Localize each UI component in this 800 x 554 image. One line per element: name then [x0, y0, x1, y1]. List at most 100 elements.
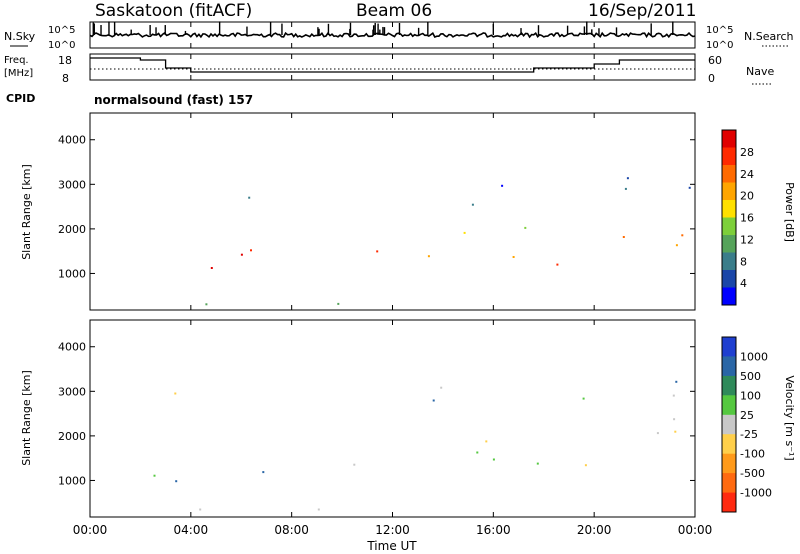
colorbar-segment [722, 434, 736, 455]
colorbar-tick: -25 [740, 428, 758, 441]
data-cell [584, 464, 587, 467]
data-cell [681, 234, 684, 237]
data-cell [624, 187, 627, 190]
colorbar-tick: -100 [740, 448, 765, 461]
colorbar-tick: 100 [740, 389, 761, 402]
cpid-value: normalsound (fast) 157 [94, 93, 253, 107]
beam-title: Beam 06 [356, 1, 432, 21]
colorbar-segment [722, 217, 736, 236]
y-tick-label: 2000 [58, 430, 86, 443]
data-cell [501, 184, 504, 187]
x-axis-label: Time UT [366, 539, 417, 553]
data-cell [440, 386, 443, 389]
y-tick-label: 2000 [58, 223, 86, 236]
data-cell [485, 440, 488, 443]
data-cell [250, 249, 252, 252]
data-cell [337, 302, 340, 305]
colorbar-segment [722, 356, 736, 377]
freq-left-label-2: [MHz] [4, 68, 33, 79]
power-panel [89, 112, 696, 311]
data-cell [626, 177, 629, 180]
data-cell [622, 236, 625, 238]
y-tick-label: 4000 [58, 341, 86, 354]
colorbar-tick: 500 [740, 370, 761, 383]
colorbar-segment [722, 165, 736, 183]
colorbar-segment [722, 130, 736, 148]
nave-tick-60: 60 [708, 54, 722, 67]
data-cell [240, 253, 243, 256]
data-cell [205, 303, 208, 306]
colorbar-tick: 1000 [740, 350, 768, 363]
data-cell [675, 244, 678, 247]
x-tick-label: 08:00 [274, 523, 309, 537]
data-cell [248, 196, 251, 199]
velocity-colorbar: 1000 500 100 25 -25 -100 -500 -1000 [721, 336, 772, 513]
noise-tick-top-left: 10^5 [48, 25, 75, 36]
noise-tick-bottom-left: 10^0 [48, 40, 75, 51]
colorbar-segment [722, 235, 736, 253]
station-title: Saskatoon (fitACF) [95, 1, 252, 21]
colorbar-tick: 20 [740, 190, 754, 203]
freq-trace [90, 57, 695, 73]
data-cell [376, 250, 379, 253]
power-heatmap [205, 177, 691, 306]
data-cell [672, 394, 675, 397]
colorbar-tick: 28 [740, 146, 754, 159]
colorbar-segment [722, 147, 736, 166]
colorbar-segment [722, 375, 736, 396]
y-tick-label: 3000 [58, 385, 86, 398]
freq-left-label-1: Freq. [4, 55, 29, 66]
x-axis-ticks: 00:00 04:00 08:00 12:00 16:00 20:00 00:00 [73, 22, 712, 537]
colorbar-segment [722, 287, 736, 306]
data-cell [175, 480, 178, 483]
power-colorbar-label: Power [dB] [783, 182, 796, 242]
data-cell [556, 263, 559, 266]
noise-tick-bottom-right: 10^0 [706, 40, 733, 51]
colorbar-tick: 24 [740, 168, 754, 181]
noise-right-label: N.Search [744, 30, 794, 43]
noise-sky-line [89, 31, 696, 39]
x-tick-label: 16:00 [476, 523, 511, 537]
noise-tick-top-right: 10^5 [706, 25, 733, 36]
velocity-ylabel: Slant Range [km] [20, 370, 33, 466]
date-title: 16/Sep/2011 [588, 1, 696, 21]
colorbar-tick: 4 [740, 277, 747, 290]
data-cell [432, 399, 435, 402]
colorbar-segment [722, 473, 736, 493]
x-tick-label: 12:00 [375, 523, 410, 537]
colorbar-tick: 8 [740, 255, 747, 268]
data-cell [174, 392, 177, 395]
colorbar-segment [722, 492, 736, 513]
data-cell [536, 462, 539, 465]
colorbar-segment [722, 414, 736, 435]
noise-left-label: N.Sky [4, 30, 36, 43]
colorbar-tick: 25 [740, 409, 754, 422]
data-cell [524, 226, 527, 229]
colorbar-segment [722, 252, 736, 271]
data-cell [210, 267, 213, 269]
colorbar-frame [721, 129, 737, 306]
colorbar-segment [722, 337, 736, 357]
colorbar-tick: 16 [740, 212, 754, 225]
colorbar-frame [721, 336, 737, 513]
velocity-panel [89, 319, 696, 518]
data-cell [582, 397, 585, 400]
freq-tick-18: 18 [58, 54, 72, 67]
data-cell [463, 231, 466, 234]
colorbar-tick: -500 [740, 467, 765, 480]
colorbar-segment [722, 182, 736, 201]
cpid-label: CPID [6, 92, 35, 105]
colorbar-segment [722, 395, 736, 416]
y-tick-label: 1000 [58, 267, 86, 280]
colorbar-segment [722, 270, 736, 288]
data-cell [427, 255, 430, 258]
power-yticks: 4000 3000 2000 1000 [58, 134, 695, 280]
freq-line [90, 57, 695, 73]
y-tick-label: 3000 [58, 178, 86, 191]
power-ylabel: Slant Range [km] [20, 164, 33, 260]
colorbar-segment [722, 200, 736, 218]
data-cell [492, 458, 495, 461]
nave-tick-0: 0 [708, 72, 715, 85]
data-cell [688, 186, 691, 189]
